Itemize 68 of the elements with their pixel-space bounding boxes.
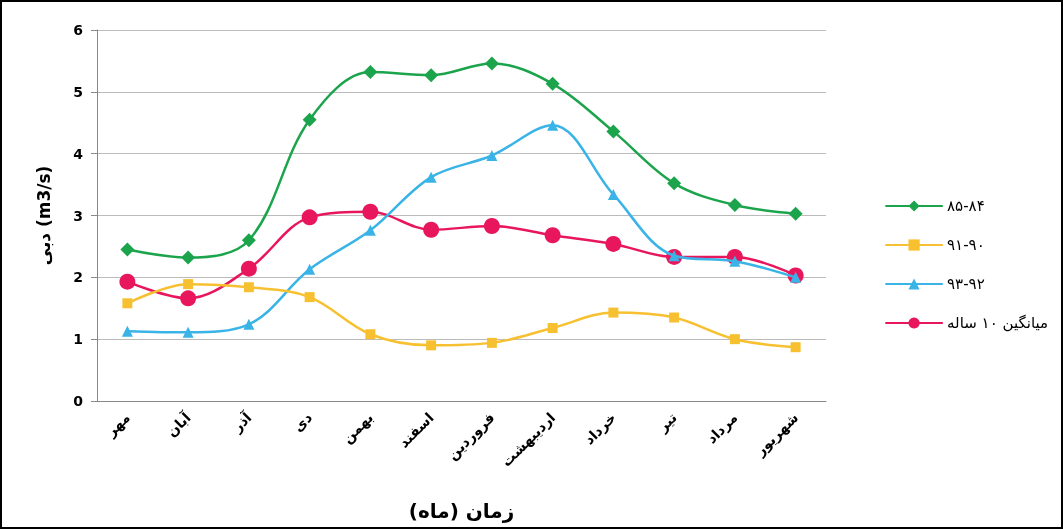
point xyxy=(727,197,742,212)
point xyxy=(729,334,740,345)
point xyxy=(301,209,318,226)
x-tick-label: مهر xyxy=(102,409,134,441)
point xyxy=(608,307,619,318)
point xyxy=(669,312,680,323)
point xyxy=(425,171,437,183)
y-tick-label: 0 xyxy=(73,393,84,409)
point xyxy=(544,227,561,244)
x-tick-label: آذر xyxy=(227,407,256,436)
point xyxy=(362,203,379,220)
point xyxy=(607,188,619,200)
point xyxy=(545,76,560,91)
point xyxy=(302,112,317,127)
x-tick-label: بهمن xyxy=(338,409,377,448)
legend-label: ۹۱-۹۰ xyxy=(947,236,985,254)
point xyxy=(423,221,440,238)
point xyxy=(365,329,376,340)
y-tick-label: 5 xyxy=(73,83,83,100)
point xyxy=(667,176,682,191)
legend-label: ۹۳-۹۲ xyxy=(947,275,985,293)
point xyxy=(122,298,133,309)
point xyxy=(243,318,255,330)
x-tick-label: مرداد xyxy=(703,409,742,448)
x-tick-label: اسفند xyxy=(395,409,437,451)
point xyxy=(547,119,559,131)
point xyxy=(606,124,621,139)
point xyxy=(180,290,197,307)
point xyxy=(483,218,500,235)
x-tick-label: شهریور xyxy=(751,409,802,461)
point xyxy=(182,326,194,338)
point xyxy=(605,235,622,252)
point xyxy=(243,282,254,293)
x-tick-label: دی xyxy=(289,409,316,435)
y-tick-label: 6 xyxy=(73,22,83,38)
x-tick-label: فروردین xyxy=(444,409,499,464)
x-tick-label: اردیبهشت xyxy=(498,409,559,471)
y-tick-label: 2 xyxy=(73,269,83,286)
x-axis-title: زمان (ماه) xyxy=(408,499,515,523)
y-tick-label: 1 xyxy=(73,331,83,348)
point xyxy=(181,250,196,265)
point xyxy=(426,340,437,351)
point xyxy=(788,206,803,221)
point xyxy=(486,337,497,348)
y-tick-label: 3 xyxy=(73,207,83,224)
y-axis-title: دبی (m3/s) xyxy=(33,165,54,266)
point xyxy=(304,263,316,275)
legend-label: ۸۵-۸۴ xyxy=(947,197,985,215)
point xyxy=(484,56,499,71)
point xyxy=(790,342,801,353)
point xyxy=(119,273,136,290)
point xyxy=(120,242,135,257)
point xyxy=(241,233,256,248)
point xyxy=(121,325,133,337)
point xyxy=(729,255,741,267)
x-tick-label: آبان xyxy=(162,407,195,440)
point xyxy=(363,65,378,80)
point xyxy=(486,150,498,162)
point xyxy=(304,292,315,303)
point xyxy=(424,68,439,83)
legend-label: میانگین ۱۰ ساله xyxy=(947,314,1049,332)
x-tick-label: خرداد xyxy=(580,409,620,449)
x-tick-label: تیر xyxy=(653,409,681,436)
point xyxy=(364,224,376,236)
point xyxy=(183,279,194,290)
point xyxy=(547,323,558,334)
point xyxy=(240,260,257,277)
y-tick-label: 4 xyxy=(73,145,84,162)
